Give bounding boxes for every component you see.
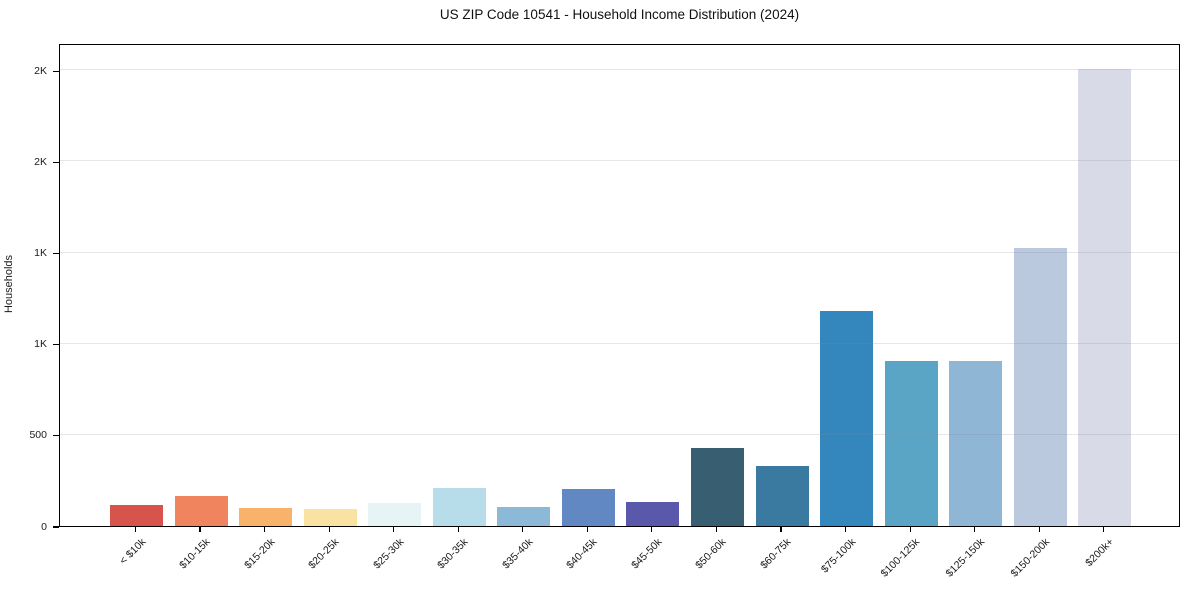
x-tick-mark bbox=[974, 527, 976, 532]
gridline bbox=[60, 342, 1179, 344]
x-tick-label-text: $125-150k bbox=[943, 536, 988, 580]
x-tick-mark bbox=[1103, 527, 1105, 532]
x-tick-label-text: $25-30k bbox=[370, 536, 407, 572]
x-tick-label-text: $45-50k bbox=[629, 536, 665, 572]
x-tick-label-text: < $10k bbox=[116, 536, 148, 567]
gridline bbox=[60, 69, 1179, 71]
x-tick-label-text: $40-45k bbox=[564, 536, 600, 572]
x-tick-label-text: $35-40k bbox=[499, 536, 536, 572]
x-tick-label-text: $60-75k bbox=[758, 536, 794, 572]
bar-10k bbox=[110, 505, 163, 526]
y-tick-label: 1K bbox=[34, 247, 47, 260]
y-tick-label: 500 bbox=[29, 429, 47, 442]
x-tick-label-text: $20-25k bbox=[306, 536, 342, 572]
gridline bbox=[60, 160, 1179, 162]
x-tick-mark bbox=[134, 527, 137, 532]
bar-20-25k bbox=[303, 509, 357, 526]
bar-50-60k bbox=[690, 448, 744, 526]
y-tick-mark bbox=[53, 161, 59, 164]
y-tick-label: 2K bbox=[34, 155, 47, 168]
y-tick-mark bbox=[53, 344, 59, 346]
y-tick-mark bbox=[53, 253, 59, 255]
plot-area bbox=[59, 44, 1180, 527]
bar-60-75k bbox=[755, 465, 809, 526]
y-tick-mark bbox=[53, 70, 59, 72]
bar-40-45k bbox=[561, 488, 615, 526]
x-tick-mark bbox=[522, 527, 524, 532]
bar-15-20k bbox=[239, 508, 293, 526]
x-tick-mark bbox=[715, 527, 718, 532]
x-tick-mark bbox=[909, 527, 911, 532]
y-tick-label: 1K bbox=[34, 338, 47, 351]
x-tick-label-text: $200k+ bbox=[1083, 536, 1117, 570]
bar-10-15k bbox=[174, 495, 228, 526]
bar-150-200k bbox=[1013, 248, 1067, 526]
bar-30-35k bbox=[432, 487, 486, 526]
bar-75-100k bbox=[820, 310, 874, 526]
x-tick-label-text: $15-20k bbox=[241, 536, 278, 572]
x-tick-mark bbox=[651, 527, 653, 532]
bar-125-150k bbox=[949, 360, 1003, 526]
x-tick-mark bbox=[328, 527, 330, 532]
x-tick-mark bbox=[844, 527, 847, 532]
gridline bbox=[60, 251, 1179, 253]
y-tick-label: 2K bbox=[34, 64, 47, 77]
bar-35-40k bbox=[497, 506, 551, 526]
x-tick-label-text: $50-60k bbox=[693, 536, 729, 572]
x-tick-mark bbox=[780, 527, 782, 532]
x-tick-mark bbox=[586, 527, 588, 532]
x-tick-label-text: $30-35k bbox=[435, 536, 471, 572]
gridline bbox=[60, 433, 1179, 435]
bar-200k bbox=[1078, 69, 1132, 526]
x-tick-mark bbox=[264, 527, 266, 532]
x-tick-label-text: $10-15k bbox=[177, 536, 213, 572]
bar-100-125k bbox=[884, 360, 938, 526]
x-tick-mark bbox=[393, 527, 395, 532]
x-tick-label-text: $75-100k bbox=[818, 536, 859, 576]
bar-45-50k bbox=[626, 501, 680, 526]
bar-25-30k bbox=[368, 503, 422, 526]
x-tick-mark bbox=[457, 527, 459, 532]
x-tick-mark bbox=[199, 527, 201, 532]
x-tick-label-text: $150-200k bbox=[1008, 536, 1052, 580]
y-tick-mark bbox=[53, 526, 59, 528]
chart-title: US ZIP Code 10541 - Household Income Dis… bbox=[439, 7, 800, 22]
y-tick-mark bbox=[53, 435, 59, 437]
y-tick-label: 0 bbox=[41, 520, 47, 533]
x-tick-label-text: $100-125k bbox=[879, 536, 923, 580]
x-tick-mark bbox=[1038, 527, 1040, 532]
